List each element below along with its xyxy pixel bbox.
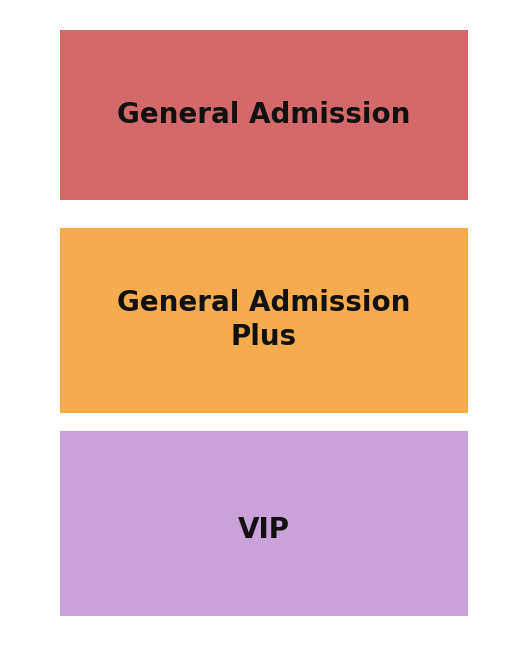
Text: VIP: VIP xyxy=(238,516,290,544)
Bar xyxy=(60,431,468,616)
Text: General Admission: General Admission xyxy=(117,101,411,129)
Bar xyxy=(60,228,468,413)
Bar xyxy=(60,30,468,200)
Text: General Admission
Plus: General Admission Plus xyxy=(117,289,411,351)
